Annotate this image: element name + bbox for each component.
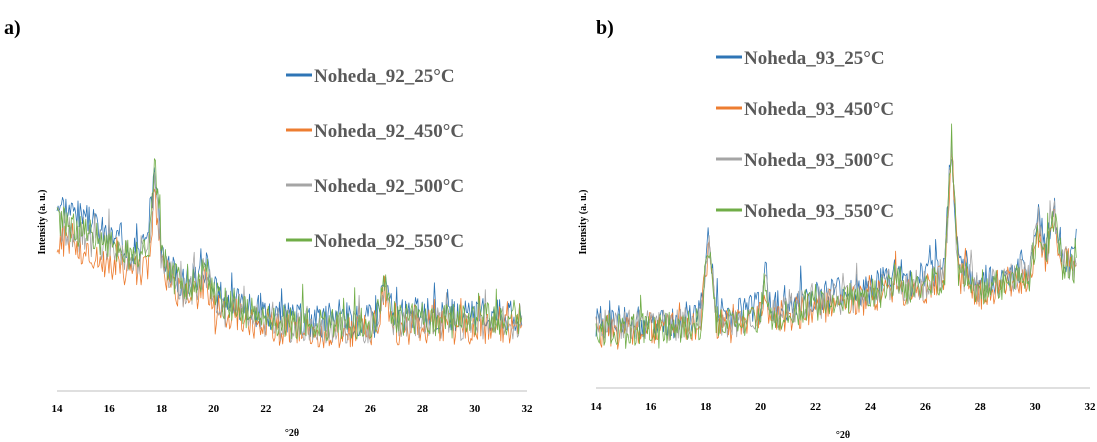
- panel-b-series-line: [595, 123, 1077, 349]
- panel-a-y-axis-title: Intensity (a. u.): [37, 189, 48, 254]
- panel-b-x-tick-label: 20: [755, 401, 767, 413]
- panel-b-label: b): [596, 17, 614, 39]
- panel-a-series-line: [56, 158, 523, 342]
- panel-a-x-tick-label: 22: [260, 403, 272, 415]
- panel-a-x-tick-label: 26: [365, 403, 377, 415]
- panel-a-x-tick-label: 18: [156, 403, 168, 415]
- panel-b-series-line: [595, 159, 1077, 340]
- panel-b-legend-label: Noheda_93_25°C: [744, 48, 885, 69]
- panel-a-x-tick-label: 30: [469, 403, 481, 415]
- panel-a-x-tick-label: 24: [313, 403, 325, 415]
- panel-b-x-tick-label: 28: [975, 401, 987, 413]
- panel-a-chart: a) 14 16 18 20 22 24 26 28 30 32 °2θ Intensity (a…: [4, 17, 533, 439]
- panel-b-legend-label: Noheda_93_500°C: [744, 150, 894, 171]
- panel-a-x-tick-label: 14: [52, 403, 64, 415]
- panel-b-x-axis-title: °2θ: [836, 430, 850, 441]
- panel-b-x-tick-label: 32: [1085, 401, 1097, 413]
- panel-b-x-tick-label: 18: [700, 401, 712, 413]
- panel-b-y-axis-title: Intensity (a. u.): [578, 189, 589, 254]
- panel-a-legend-label: Noheda_92_25°C: [314, 66, 455, 87]
- panel-b-x-tick-label: 22: [810, 401, 822, 413]
- panel-b-legend-label: Noheda_93_450°C: [744, 99, 894, 120]
- panel-a-label: a): [4, 17, 21, 39]
- panel-b-series-group: [595, 123, 1077, 350]
- panel-a-x-tick-label: 20: [208, 403, 220, 415]
- panel-b-chart: b) 14 16 18 20 22 24 26 28 30 32 °2θ Intensity (a…: [578, 17, 1096, 441]
- panel-a-legend-label: Noheda_92_550°C: [314, 231, 464, 252]
- panel-a-legend: Noheda_92_25°C Noheda_92_450°C Noheda_92_5…: [286, 66, 464, 252]
- panel-b-x-tick-labels: 14 16 18 20 22 24 26 28 30 32: [591, 401, 1097, 413]
- panel-b-legend-label: Noheda_93_550°C: [744, 201, 894, 222]
- panel-b-x-tick-label: 24: [865, 401, 877, 413]
- panel-b-x-tick-label: 30: [1030, 401, 1042, 413]
- panel-b-x-tick-label: 26: [920, 401, 932, 413]
- panel-a-series-group: [56, 158, 523, 349]
- panel-b-legend: Noheda_93_25°C Noheda_93_450°C Noheda_93_5…: [716, 48, 894, 222]
- panel-a-x-tick-labels: 14 16 18 20 22 24 26 28 30 32: [52, 403, 534, 415]
- panel-a-legend-label: Noheda_92_500°C: [314, 176, 464, 197]
- panel-b-x-tick-label: 16: [645, 401, 657, 413]
- panel-a-x-tick-label: 32: [522, 403, 534, 415]
- panel-b-series-line: [595, 140, 1077, 343]
- panel-a-x-axis-title: °2θ: [285, 428, 299, 439]
- panel-a-x-tick-label: 16: [104, 403, 116, 415]
- panel-b-x-tick-label: 14: [591, 401, 603, 413]
- panel-a-x-tick-label: 28: [417, 403, 429, 415]
- panel-a-legend-label: Noheda_92_450°C: [314, 121, 464, 142]
